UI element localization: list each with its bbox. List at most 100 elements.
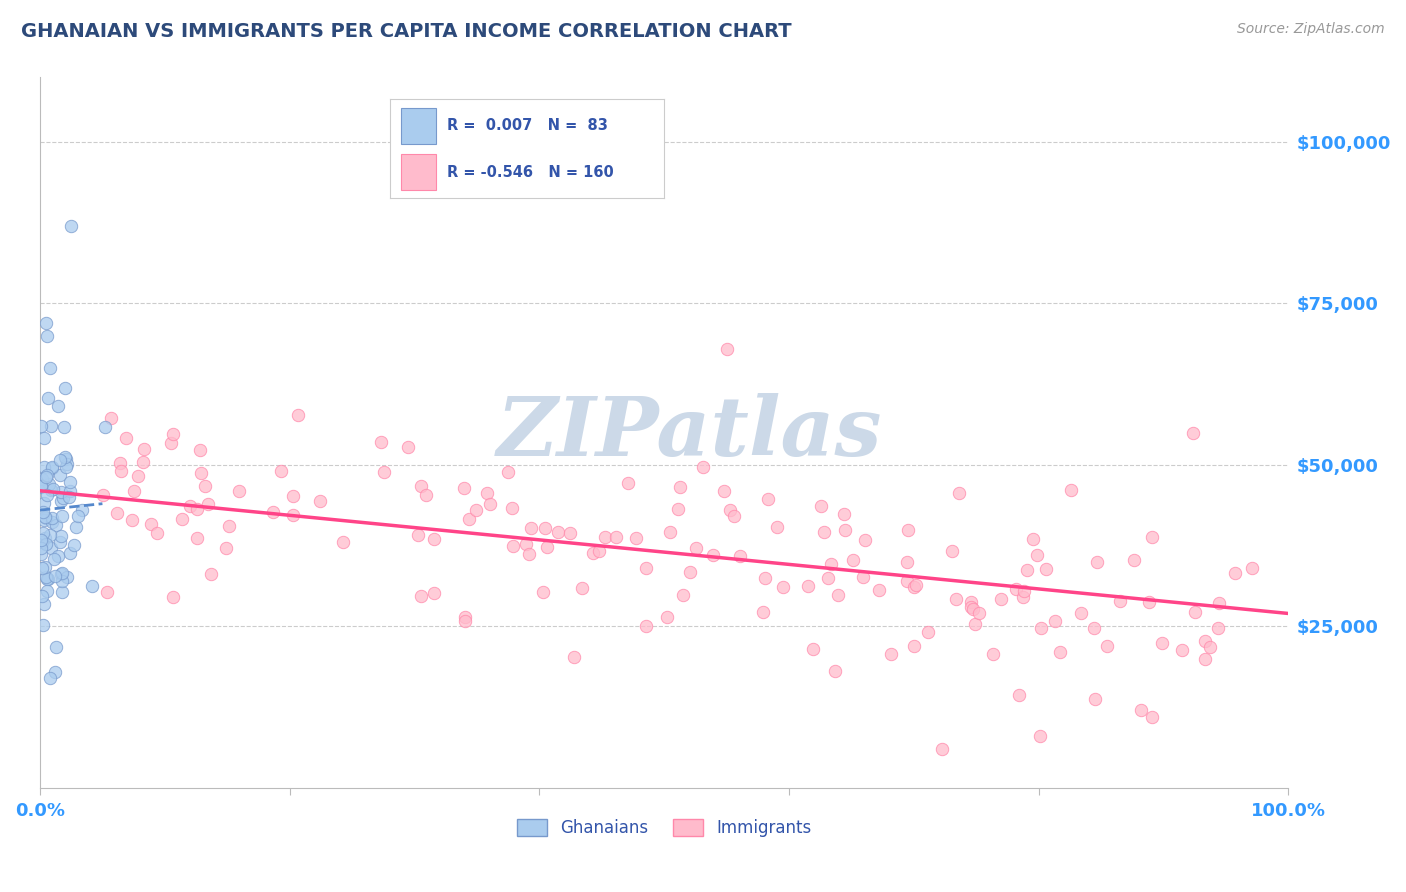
Point [1142, 530, 1164, 544]
Point [121, 513, 143, 527]
Point [53, 381, 76, 395]
Point [983, 647, 1005, 661]
Point [588, 544, 610, 558]
Point [817, 572, 839, 586]
Point [31, 589, 53, 603]
Point [562, 649, 585, 664]
Point [457, 512, 479, 526]
Point [39, 418, 62, 433]
Point [34, 570, 56, 584]
Point [945, 591, 967, 606]
Point [200, 566, 222, 581]
Point [1043, 614, 1066, 628]
Point [1171, 643, 1194, 657]
Point [655, 610, 678, 624]
Point [1108, 594, 1130, 608]
Point [931, 742, 953, 756]
Point [534, 521, 557, 535]
Point [190, 466, 212, 480]
Point [39, 671, 62, 685]
Point [593, 531, 616, 545]
Point [332, 534, 354, 549]
Point [55, 460, 77, 475]
Point [70, 503, 93, 517]
Point [37, 572, 59, 586]
Point [1049, 645, 1071, 659]
Point [48, 400, 70, 414]
Point [39, 528, 62, 542]
Point [754, 571, 776, 585]
Point [287, 408, 309, 422]
Point [423, 586, 446, 600]
Point [58, 490, 80, 504]
Point [30, 480, 52, 494]
Point [42, 552, 65, 566]
Point [453, 609, 475, 624]
Point [464, 503, 486, 517]
Point [1022, 532, 1045, 546]
Point [896, 555, 918, 569]
Point [32, 459, 55, 474]
Point [30, 547, 52, 561]
Point [515, 537, 537, 551]
Point [692, 459, 714, 474]
Point [1123, 553, 1146, 567]
Point [1005, 582, 1028, 597]
Point [108, 456, 131, 470]
Point [34, 559, 56, 574]
Point [37, 392, 59, 406]
Point [44, 568, 66, 582]
Point [48, 467, 70, 482]
Point [139, 516, 162, 531]
Point [105, 506, 128, 520]
Point [409, 589, 432, 603]
Point [59, 475, 82, 489]
Point [990, 591, 1012, 606]
Point [810, 500, 832, 514]
Point [49, 484, 72, 499]
Point [827, 588, 849, 602]
Point [616, 476, 638, 491]
Point [796, 579, 818, 593]
Point [766, 520, 789, 534]
Text: GHANAIAN VS IMMIGRANTS PER CAPITA INCOME CORRELATION CHART: GHANAIAN VS IMMIGRANTS PER CAPITA INCOME… [21, 22, 792, 41]
Point [453, 481, 475, 495]
Point [903, 580, 925, 594]
Point [41, 515, 63, 529]
Point [39, 361, 62, 376]
Point [1085, 555, 1108, 569]
Point [194, 478, 217, 492]
Point [53, 450, 76, 464]
Point [454, 614, 477, 628]
Point [35, 469, 58, 483]
Point [824, 664, 846, 678]
Point [46, 549, 69, 563]
Point [409, 479, 432, 493]
Point [896, 574, 918, 588]
Point [96, 585, 118, 599]
Point [30, 479, 52, 493]
Text: ZIPatlas: ZIPatlas [496, 392, 882, 473]
Point [1025, 549, 1047, 563]
Point [114, 431, 136, 445]
Point [1194, 634, 1216, 648]
Point [45, 517, 67, 532]
Point [31, 535, 53, 549]
Point [571, 581, 593, 595]
Point [52, 491, 75, 505]
Point [146, 525, 169, 540]
Point [679, 565, 702, 579]
Point [32, 505, 55, 519]
Point [904, 578, 927, 592]
Point [122, 484, 145, 499]
Point [37, 488, 59, 502]
Point [373, 465, 395, 479]
Point [834, 523, 856, 537]
Point [32, 597, 55, 611]
Point [186, 502, 208, 516]
Point [34, 531, 56, 545]
Point [1028, 729, 1050, 743]
Point [1199, 640, 1222, 654]
Text: Source: ZipAtlas.com: Source: ZipAtlas.com [1237, 22, 1385, 37]
Point [1137, 595, 1160, 609]
